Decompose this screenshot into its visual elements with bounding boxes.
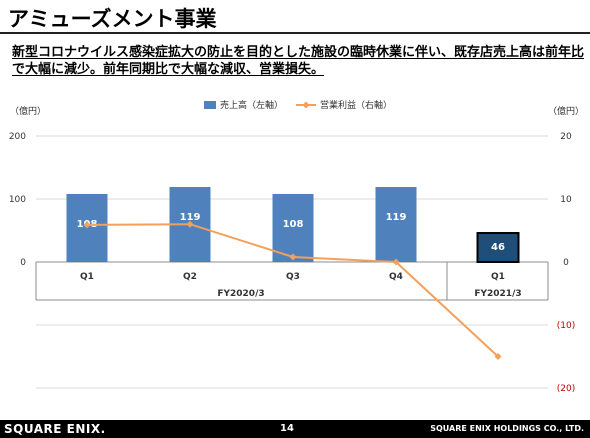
company-name: SQUARE ENIX HOLDINGS CO., LTD. — [430, 424, 584, 433]
left-tick-label: 100 — [9, 195, 26, 205]
sales-profit-chart: 0100200(20)(10)0102010811910811946Q1Q2Q3… — [9, 99, 575, 394]
footer-bar: SQUARE ENIX. 14 SQUARE ENIX HOLDINGS CO.… — [0, 420, 590, 438]
title-divider — [0, 32, 590, 34]
bar — [375, 187, 417, 262]
bar-value-label: 119 — [386, 212, 407, 223]
page-subtitle: 新型コロナウイルス感染症拡大の防止を目的とした施設の臨時休業に伴い、既存店売上高… — [12, 45, 585, 77]
category-label: Q2 — [183, 272, 197, 282]
bar-value-label: 46 — [491, 242, 505, 253]
profit-marker — [392, 258, 400, 266]
bar — [272, 193, 314, 262]
page-title: アミューズメント事業 — [8, 7, 217, 31]
right-tick-label: (20) — [557, 384, 575, 394]
profit-marker — [186, 220, 194, 228]
profit-marker — [494, 353, 502, 360]
category-label: Q3 — [286, 272, 300, 282]
left-tick-label: 0 — [20, 258, 26, 268]
right-tick-label: 0 — [563, 258, 569, 268]
category-label: Q4 — [389, 272, 403, 282]
profit-marker — [83, 221, 91, 229]
legend-swatch-sales — [204, 101, 216, 109]
legend-marker-profit — [302, 101, 310, 109]
brand-logo: SQUARE ENIX. — [4, 422, 106, 436]
legend-label-profit: 営業利益（右軸） — [320, 99, 392, 111]
bar-value-label: 119 — [180, 212, 201, 223]
right-tick-label: 10 — [560, 195, 572, 205]
right-tick-label: 20 — [560, 132, 572, 142]
left-tick-label: 200 — [9, 132, 26, 142]
profit-marker — [289, 253, 297, 261]
group-label: FY2021/3 — [474, 289, 521, 299]
left-axis-unit: （億円） — [10, 107, 47, 117]
page-number: 14 — [280, 423, 294, 434]
bar-value-label: 108 — [283, 219, 304, 230]
legend-label-sales: 売上高（左軸） — [220, 99, 283, 111]
bar — [476, 232, 520, 264]
right-axis-unit: （億円） — [548, 107, 585, 117]
group-label: FY2020/3 — [217, 289, 264, 299]
category-label: Q1 — [491, 272, 505, 282]
category-label: Q1 — [80, 272, 94, 282]
right-tick-label: (10) — [557, 321, 575, 331]
